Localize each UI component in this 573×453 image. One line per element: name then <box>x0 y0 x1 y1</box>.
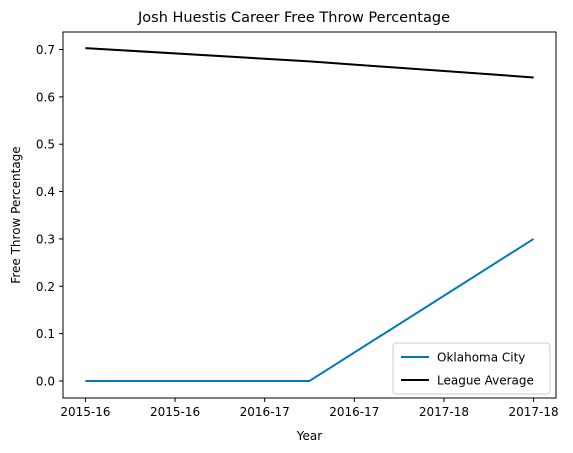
x-tick-label: 2017-18 <box>509 405 559 419</box>
y-tick-label: 0.0 <box>36 374 55 388</box>
x-axis: 2015-16 2015-16 2016-17 2016-17 2017-18 2017-… <box>60 398 559 419</box>
x-tick-label: 2016-17 <box>329 405 379 419</box>
x-tick-label: 2015-16 <box>60 405 110 419</box>
y-tick-label: 0.7 <box>36 43 55 57</box>
y-axis: 0.0 0.1 0.2 0.3 0.4 0.5 0.6 0.7 <box>36 43 63 388</box>
series-line-0 <box>85 238 535 382</box>
chart-title: Josh Huestis Career Free Throw Percentag… <box>137 10 450 26</box>
y-tick-label: 0.1 <box>36 327 55 341</box>
x-tick-label: 2017-18 <box>419 405 469 419</box>
legend-box <box>392 342 551 395</box>
series-layer <box>85 47 535 382</box>
x-tick-label: 2015-16 <box>150 405 200 419</box>
y-tick-label: 0.6 <box>36 90 55 104</box>
legend-label: League Average <box>437 374 534 388</box>
series-line-1 <box>85 47 534 79</box>
x-axis-label: Year <box>296 429 322 443</box>
plot-area <box>62 31 557 399</box>
y-tick-label: 0.2 <box>36 280 55 294</box>
x-tick-label: 2016-17 <box>240 405 290 419</box>
y-tick-label: 0.5 <box>36 138 55 152</box>
plot-frame <box>62 31 557 399</box>
legend: Oklahoma City League Average <box>392 342 551 395</box>
y-tick-label: 0.4 <box>36 185 55 199</box>
legend-label: Oklahoma City <box>437 351 525 365</box>
y-tick-label: 0.3 <box>36 232 55 246</box>
y-axis-label: Free Throw Percentage <box>9 146 23 283</box>
